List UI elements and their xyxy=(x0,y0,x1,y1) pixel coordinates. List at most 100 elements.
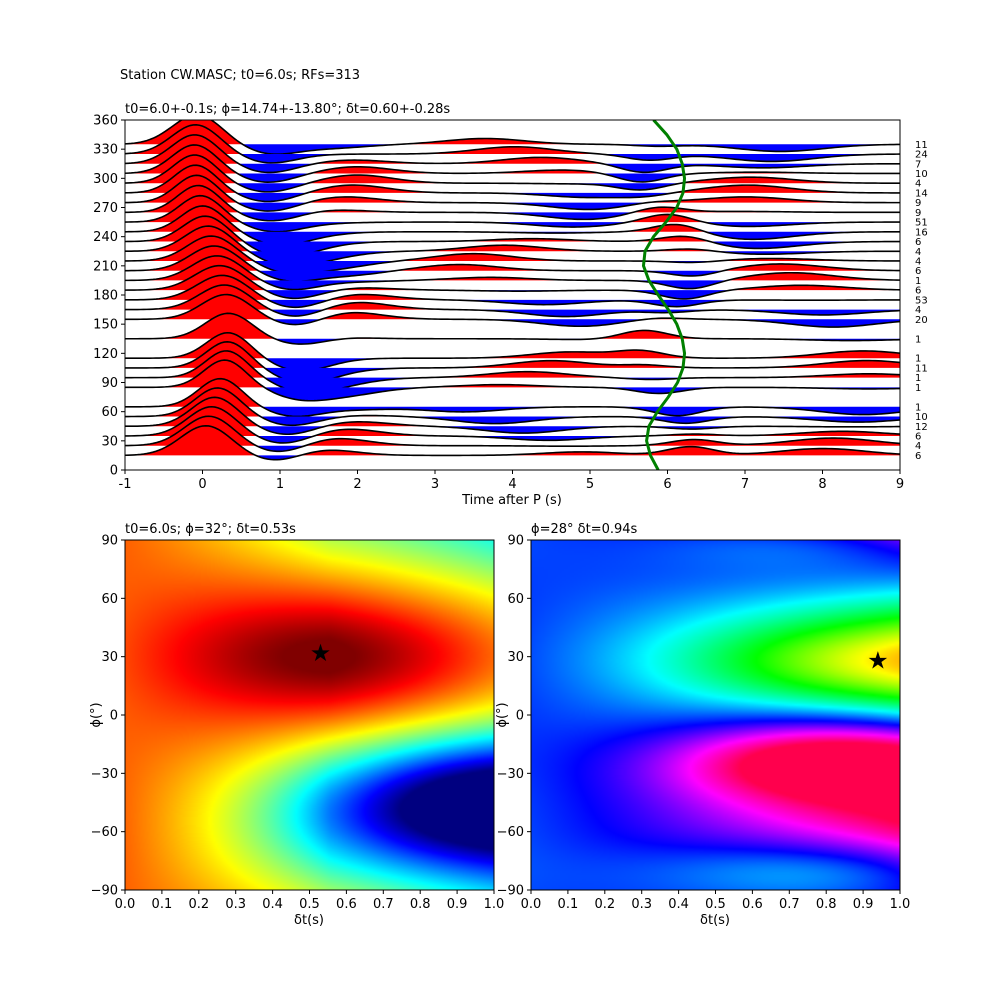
count-label: 11 xyxy=(915,140,928,151)
trace-line xyxy=(125,205,900,246)
right-heatmap xyxy=(531,540,900,890)
count-label: 16 xyxy=(915,227,928,238)
trace-negative-fill xyxy=(125,173,900,183)
left-y-axis: −90 −60 −30 0 30 60 90 xyxy=(91,534,125,899)
x-tick-label: 1.0 xyxy=(890,897,911,912)
count-label: 6 xyxy=(915,451,921,462)
count-label: 9 xyxy=(915,208,921,219)
x-tick-label: 0.5 xyxy=(705,897,726,912)
trace-baz-15 xyxy=(125,424,900,461)
count-label: 12 xyxy=(915,422,928,433)
y-tick-label: 0 xyxy=(110,464,118,479)
trace-negative-fill xyxy=(125,222,900,232)
count-label: 1 xyxy=(915,334,921,345)
count-label: 4 xyxy=(915,305,921,316)
x-tick-label: -1 xyxy=(119,477,132,492)
trace-x-axis-label: Time after P (s) xyxy=(461,493,562,508)
left-panel-title: t0=6.0s; ϕ=32°; δt=0.53s xyxy=(125,522,296,537)
x-tick-label: 4 xyxy=(508,477,516,492)
count-label: 53 xyxy=(915,295,928,306)
trace-line xyxy=(125,415,900,453)
y-tick-label: 60 xyxy=(101,405,118,420)
trace-line xyxy=(125,120,900,156)
y-tick-label: 330 xyxy=(93,143,118,158)
x-tick-label: 0.2 xyxy=(188,897,209,912)
y-tick-label: 30 xyxy=(507,650,524,665)
x-tick-label: 1 xyxy=(276,477,284,492)
count-label: 6 xyxy=(915,286,921,297)
count-label: 11 xyxy=(915,363,928,374)
x-tick-label: 1.0 xyxy=(484,897,505,912)
x-tick-label: 0.8 xyxy=(816,897,837,912)
count-label: 10 xyxy=(915,412,928,423)
trace-y-axis: 0 30 60 90 120 150 180 210 240 270 300 330 360 xyxy=(93,114,125,479)
trace-negative-fill xyxy=(125,280,900,290)
trace-baz-85 xyxy=(125,359,900,402)
trace-negative-fill xyxy=(125,416,900,426)
left-best-fit-star-icon: ★ xyxy=(310,639,332,667)
x-tick-label: 0.3 xyxy=(225,897,246,912)
trace-line xyxy=(125,293,900,328)
trace-stack xyxy=(125,120,900,461)
trace-line xyxy=(125,134,900,174)
trace-positive-fill xyxy=(125,313,900,339)
trace-negative-fill xyxy=(125,358,900,371)
trace-line xyxy=(125,164,900,203)
x-tick-label: 0.6 xyxy=(742,897,763,912)
trace-line xyxy=(125,225,900,268)
y-tick-label: −90 xyxy=(91,884,118,899)
trace-line xyxy=(125,424,900,461)
trace-line xyxy=(125,405,900,444)
x-tick-label: 5 xyxy=(586,477,594,492)
trace-line xyxy=(125,154,900,193)
x-tick-label: 0.0 xyxy=(521,897,542,912)
y-tick-label: 240 xyxy=(93,230,118,245)
count-label: 1 xyxy=(915,402,921,413)
right-x-axis: 0.0 0.1 0.2 0.3 0.4 0.5 0.6 0.7 0.8 0.9 1.0 xyxy=(521,890,911,912)
y-tick-label: −90 xyxy=(497,884,524,899)
trace-line xyxy=(125,194,900,233)
x-tick-label: 2 xyxy=(353,477,361,492)
trace-x-axis: -1 0 1 2 3 4 5 6 7 8 9 xyxy=(119,470,904,492)
count-label: 24 xyxy=(915,150,928,161)
trace-negative-fill xyxy=(125,202,900,212)
right-panel-title: ϕ=28° δt=0.94s xyxy=(531,522,638,537)
trace-positive-fill xyxy=(125,360,900,388)
trace-negative-fill xyxy=(125,183,900,192)
trace-line xyxy=(125,255,900,291)
x-tick-label: 0.2 xyxy=(594,897,615,912)
count-label: 1 xyxy=(915,276,921,287)
trace-line xyxy=(125,377,900,418)
count-label: 9 xyxy=(915,198,921,209)
y-tick-label: 300 xyxy=(93,172,118,187)
count-label: 7 xyxy=(915,159,921,170)
x-tick-label: 0.7 xyxy=(779,897,800,912)
trace-line xyxy=(125,350,900,394)
count-label: 4 xyxy=(915,441,921,452)
trace-panel: t0=6.0+-0.1s; ϕ=14.74+-13.80°; δt=0.60+-… xyxy=(93,102,928,508)
right-y-axis: −90 −60 −30 0 30 60 90 xyxy=(497,534,531,899)
y-tick-label: 60 xyxy=(507,592,524,607)
trace-panel-title: t0=6.0+-0.1s; ϕ=14.74+-13.80°; δt=0.60+-… xyxy=(125,102,450,117)
y-tick-label: 0 xyxy=(516,709,524,724)
trace-negative-fill xyxy=(125,144,900,155)
trace-line xyxy=(125,359,900,402)
y-tick-label: 360 xyxy=(93,114,118,129)
left-y-axis-label: ϕ(°) xyxy=(89,702,104,727)
trace-negative-fill xyxy=(125,260,900,274)
trace-line xyxy=(125,174,900,212)
trace-negative-fill xyxy=(125,212,900,221)
trace-negative-fill xyxy=(125,338,900,345)
trace-negative-fill xyxy=(125,290,900,299)
x-tick-label: 6 xyxy=(663,477,671,492)
trace-line xyxy=(125,284,900,318)
x-tick-label: 0.9 xyxy=(447,897,468,912)
count-labels: 1124710414995116644616534201111111101264… xyxy=(915,140,928,462)
x-tick-label: 0.1 xyxy=(558,897,579,912)
y-tick-label: 90 xyxy=(101,534,118,549)
y-tick-label: −30 xyxy=(497,767,524,782)
trace-line xyxy=(125,274,900,309)
right-y-axis-label: ϕ(°) xyxy=(495,702,510,727)
trace-negative-fill xyxy=(125,445,900,452)
